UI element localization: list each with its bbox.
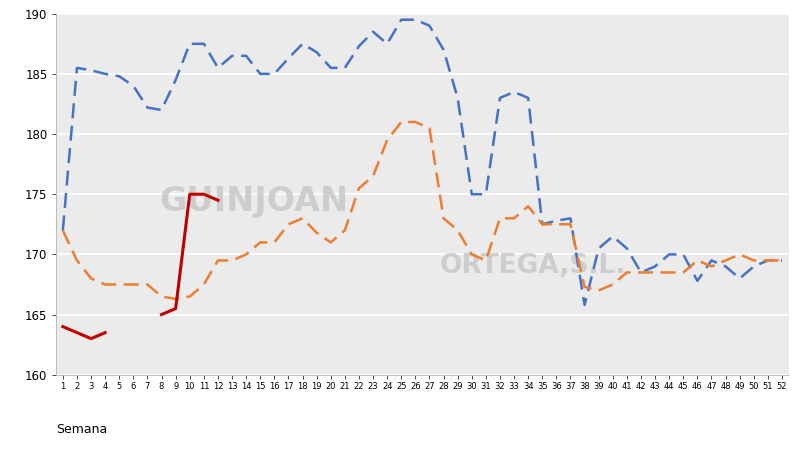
Promedio 2015-2017 [552,222,561,227]
Promedio 2013-2017 [579,302,589,308]
Text: GUINJOAN: GUINJOAN [159,185,348,218]
Line: Promedio 2013-2017: Promedio 2013-2017 [63,20,782,305]
Promedio 2015-2017 [115,282,124,287]
Line: 2018: 2018 [63,194,218,339]
Promedio 2015-2017 [467,252,477,257]
Line: Promedio 2015-2017: Promedio 2015-2017 [63,122,782,299]
Promedio 2013-2017 [410,17,420,22]
Promedio 2015-2017 [58,228,68,233]
Promedio 2013-2017 [777,258,787,263]
Promedio 2013-2017 [312,49,321,55]
Promedio 2013-2017 [537,222,547,227]
Text: Semana: Semana [56,423,107,436]
Promedio 2013-2017 [396,17,406,22]
Text: ORTEGA,S.L.: ORTEGA,S.L. [439,254,626,279]
Promedio 2015-2017 [425,125,434,131]
Promedio 2013-2017 [58,228,68,233]
2018 [58,324,68,329]
Promedio 2015-2017 [777,258,787,263]
Promedio 2013-2017 [509,89,519,95]
Promedio 2013-2017 [115,74,124,79]
Promedio 2015-2017 [396,119,406,125]
Promedio 2015-2017 [524,203,533,209]
Promedio 2013-2017 [453,95,462,101]
Promedio 2015-2017 [171,296,180,302]
Promedio 2015-2017 [326,239,336,245]
